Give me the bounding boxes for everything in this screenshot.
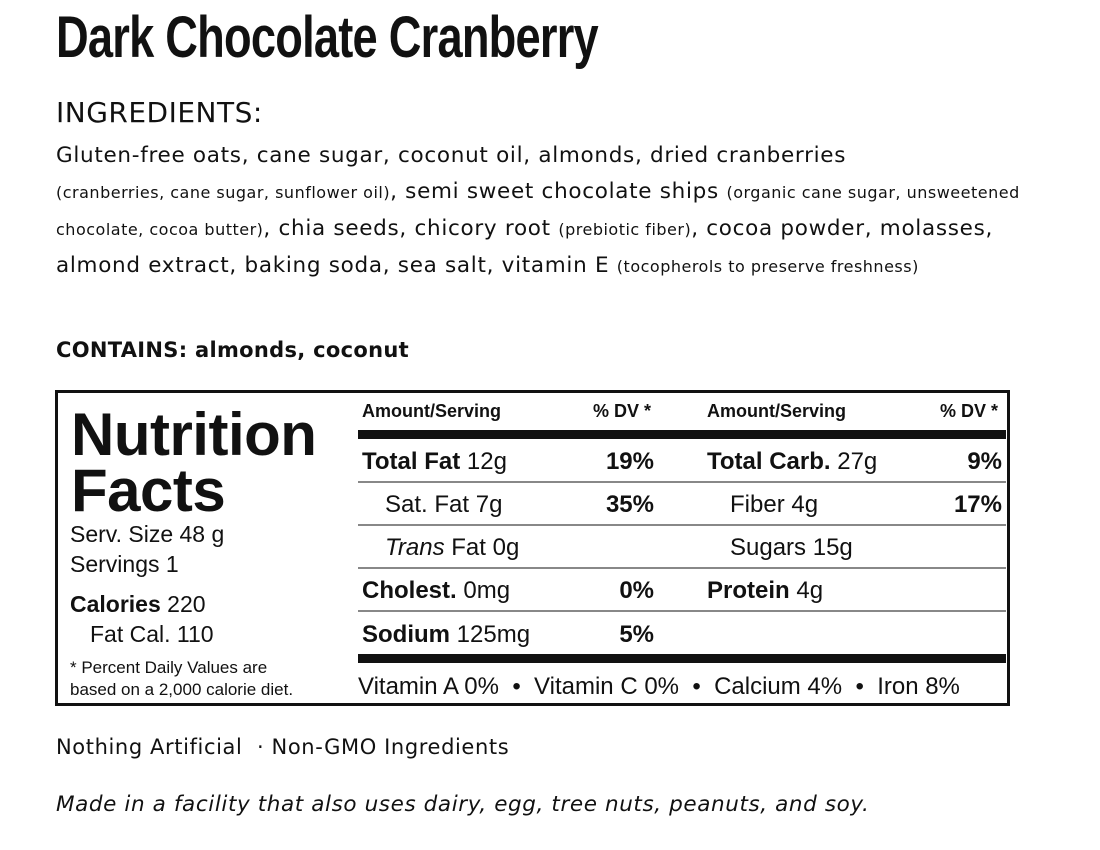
nutrition-facts-title: Nutrition Facts <box>71 401 317 524</box>
nutrient-cholesterol: Cholest. 0mg <box>362 577 511 604</box>
column-header-dv: % DV * <box>940 401 999 421</box>
calories: Calories 220 <box>70 591 206 618</box>
vitamins-minerals: Vitamin A 0% • Vitamin C 0% • Calcium 4%… <box>358 673 960 700</box>
serving-size: Serv. Size 48 g <box>70 521 225 547</box>
dv-total-carb: 9% <box>967 448 1002 475</box>
divider <box>358 524 1006 526</box>
nutrient-fiber: Fiber 4g <box>730 491 819 518</box>
ingredients-subtext: (tocopherols to preserve freshness) <box>616 257 919 276</box>
ingredients-subtext: (organic cane sugar, unsweetened chocola… <box>56 183 1020 239</box>
nutrient-sugars: Sugars 15g <box>730 534 853 561</box>
nutrient-sat-fat: Sat. Fat 7g <box>385 491 503 518</box>
facility-disclaimer: Made in a facility that also uses dairy,… <box>56 792 870 817</box>
divider <box>358 654 1006 663</box>
divider <box>358 610 1006 612</box>
dv-cholesterol: 0% <box>619 577 654 604</box>
product-title: Dark Chocolate Cranberry <box>56 5 599 70</box>
dv-total-fat: 19% <box>605 448 654 475</box>
servings-per-container: Servings 1 <box>70 551 179 577</box>
fat-calories: Fat Cal. 110 <box>90 621 214 647</box>
divider <box>358 567 1006 569</box>
dv-sat-fat: 35% <box>605 491 654 518</box>
nutrient-total-carb: Total Carb. 27g <box>707 448 878 475</box>
divider <box>358 481 1006 483</box>
product-claims: Nothing Artificial · Non-GMO Ingredients <box>56 735 510 759</box>
dv-sodium: 5% <box>619 621 654 648</box>
nutrition-summary: Nutrition Facts Serv. Size 48 g Servings … <box>68 393 348 703</box>
nutrition-facts-panel: Nutrition Facts Serv. Size 48 g Servings … <box>55 390 1010 706</box>
column-header-amount: Amount/Serving <box>362 401 502 421</box>
ingredients-text: , cocoa powder, molasses, almond extract… <box>56 216 994 278</box>
nutrient-total-fat: Total Fat 12g <box>362 448 507 475</box>
column-header-dv: % DV * <box>593 401 652 421</box>
ingredients-list: Gluten-free oats, cane sugar, coconut oi… <box>56 138 1056 285</box>
ingredients-text: Gluten-free oats, cane sugar, coconut oi… <box>56 143 847 168</box>
dv-fiber: 17% <box>953 491 1002 518</box>
ingredients-subtext: (cranberries, cane sugar, sunflower oil) <box>56 183 391 202</box>
ingredients-heading: INGREDIENTS: <box>56 96 263 129</box>
calories-label: Calories <box>70 591 161 617</box>
calories-value: 220 <box>167 591 206 617</box>
allergen-contains: CONTAINS: almonds, coconut <box>56 338 409 362</box>
divider <box>358 430 1006 439</box>
nutrient-protein: Protein 4g <box>707 577 824 604</box>
ingredients-text: , semi sweet chocolate ships <box>390 179 719 204</box>
nutrient-sodium: Sodium 125mg <box>362 621 531 648</box>
nutrient-trans-fat: Trans Fat 0g <box>385 534 520 561</box>
column-header-amount: Amount/Serving <box>707 401 847 421</box>
daily-value-footnote: * Percent Daily Values are based on a 2,0… <box>70 658 294 699</box>
ingredients-text: , chia seeds, chicory root <box>263 216 551 241</box>
ingredients-subtext: (prebiotic fiber) <box>558 220 692 239</box>
